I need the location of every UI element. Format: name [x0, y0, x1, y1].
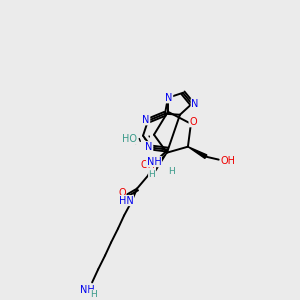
Text: OH: OH	[140, 160, 155, 170]
Text: H: H	[148, 170, 155, 179]
Text: N: N	[145, 142, 153, 152]
Text: O: O	[118, 188, 126, 198]
Text: N: N	[191, 99, 199, 109]
Text: NH: NH	[147, 157, 161, 166]
Text: HO: HO	[122, 134, 136, 144]
Text: N: N	[165, 93, 172, 103]
Text: O: O	[189, 117, 197, 127]
Text: N: N	[142, 115, 150, 125]
Polygon shape	[188, 147, 207, 158]
Text: NH: NH	[80, 285, 94, 296]
Text: H: H	[90, 290, 97, 299]
Text: OH: OH	[220, 156, 235, 166]
Polygon shape	[152, 153, 167, 171]
Text: H: H	[169, 167, 175, 176]
Text: HN: HN	[119, 196, 134, 206]
